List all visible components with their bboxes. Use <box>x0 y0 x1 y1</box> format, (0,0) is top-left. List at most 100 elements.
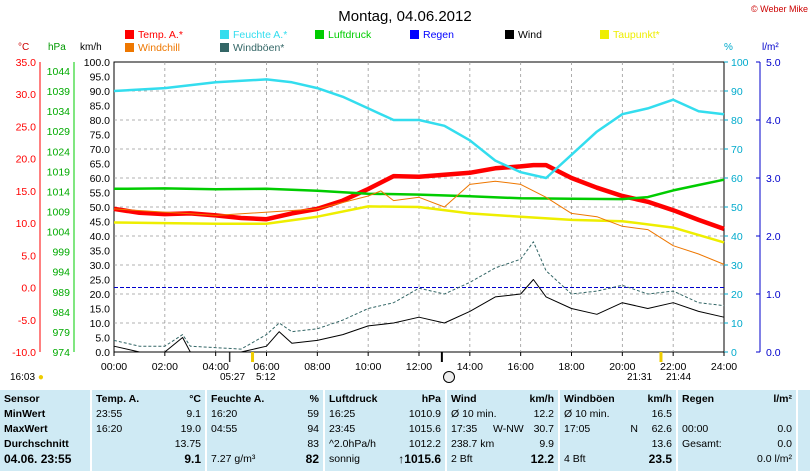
time-tick-label: 18:00 <box>558 361 584 373</box>
hum-min-time: 16:20 <box>211 408 238 420</box>
press-header: Luftdruck <box>329 393 378 405</box>
legend-swatch <box>600 30 609 39</box>
temp-min-time: 23:55 <box>96 408 123 420</box>
temp-tick-label: -5.0 <box>18 315 36 327</box>
press-max-value: 1015.6 <box>408 423 441 435</box>
wind-tick-label: 5.0 <box>95 333 110 345</box>
press-avg-value: 1012.2 <box>408 438 441 450</box>
rain-tick-label: 3.0 <box>766 173 781 185</box>
wind-tick-label: 45.0 <box>90 217 111 229</box>
pressure-tick-label: 1034 <box>47 106 71 118</box>
wind-tick-label: 15.0 <box>90 304 111 316</box>
rain-total-label: Gesamt: <box>682 438 722 450</box>
copyright: © Weber Mike <box>751 4 808 14</box>
stats-pressure-column: Luftdruck hPa 16:25 1010.9 23:45 1015.6 ^2.… <box>323 390 445 471</box>
humidity-tick-label: 20 <box>731 289 743 301</box>
gust-max-time: 17:05 <box>564 423 591 435</box>
rain-axis-unit: l/m² <box>762 42 779 53</box>
pressure-axis-unit: hPa <box>48 42 66 53</box>
sun-left-time: 16:03 ● <box>10 372 44 383</box>
hum-avg-value: 83 <box>307 438 319 450</box>
humidity-tick-label: 80 <box>731 115 743 127</box>
time-tick-label: 04:00 <box>203 361 229 373</box>
rain-last-time: 00:00 <box>682 423 709 435</box>
rain-header: Regen <box>682 393 715 405</box>
rain-tick-label: 2.0 <box>766 231 781 243</box>
humidity-tick-label: 50 <box>731 202 743 214</box>
wind-tick-label: 80.0 <box>90 115 111 127</box>
pressure-tick-label: 994 <box>52 267 70 279</box>
wind-tick-label: 0.0 <box>95 347 110 359</box>
humidity-axis-unit: % <box>724 42 733 53</box>
wind-beaufort: 2 Bft <box>451 453 473 465</box>
time-tick-label: 12:00 <box>406 361 432 373</box>
moon-phase-icon <box>443 371 455 383</box>
press-forecast: sonnig <box>329 453 360 465</box>
press-min-time: 16:25 <box>329 408 356 420</box>
wind-tick-label: 40.0 <box>90 231 111 243</box>
pressure-tick-label: 1039 <box>47 86 71 98</box>
legend-label: Temp. A.* <box>138 29 183 41</box>
rain-current-value: 0.0 l/m² <box>756 453 792 465</box>
series-line <box>113 78 725 180</box>
gust-max-direction: N <box>630 423 638 435</box>
pressure-tick-label: 999 <box>52 247 70 259</box>
legend-label: Wind <box>518 29 542 41</box>
temp-current-value: 9.1 <box>184 452 201 466</box>
wind-tick-label: 100.0 <box>84 57 110 69</box>
stats-table: Sensor MinWert MaxWert Durchschnitt 04.0… <box>0 390 810 471</box>
gust-avg-value: 13.6 <box>651 438 672 450</box>
temp-tick-label: 35.0 <box>16 57 37 69</box>
press-max-time: 23:45 <box>329 423 356 435</box>
press-min-value: 1010.9 <box>408 408 441 420</box>
temp-tick-label: 10.0 <box>16 218 37 230</box>
hum-current-value: 82 <box>305 452 319 466</box>
time-tick-label: 08:00 <box>304 361 330 373</box>
wind-tick-label: 20.0 <box>90 289 111 301</box>
rain-tick-label: 0.0 <box>766 347 781 359</box>
wind-avg10-value: 12.2 <box>533 408 554 420</box>
pressure-tick-label: 1004 <box>47 227 71 239</box>
wind-tick-label: 85.0 <box>90 101 111 113</box>
hum-abs-humidity: 7.27 g/m³ <box>211 453 256 465</box>
temp-tick-label: 25.0 <box>16 121 37 133</box>
sunset-end-time: 21:44 <box>666 372 692 383</box>
legend-label: Windchill <box>138 42 180 54</box>
wind-tick-label: 55.0 <box>90 188 111 200</box>
temp-unit: °C <box>189 393 201 405</box>
stats-wind-column: Wind km/h Ø 10 min. 12.2 17:35 W-NW 30.7 238… <box>445 390 558 471</box>
press-current-value: ↑1015.6 <box>398 452 441 466</box>
hum-max-time: 04:55 <box>211 423 238 435</box>
label-max: MaxWert <box>4 423 48 435</box>
wind-tick-label: 10.0 <box>90 318 111 330</box>
series-line <box>113 279 725 353</box>
pressure-tick-label: 1024 <box>47 146 71 158</box>
time-tick-label: 22:00 <box>660 361 686 373</box>
rain-tick-label: 1.0 <box>766 289 781 301</box>
legend-swatch <box>125 43 134 52</box>
gust-unit: km/h <box>647 393 672 405</box>
stats-humidity-column: Feuchte A.% 16:20 59 04:55 94 83 7.27 g/m³… <box>205 390 323 471</box>
pressure-tick-label: 1009 <box>47 207 71 219</box>
humidity-tick-label: 40 <box>731 231 743 243</box>
press-trend: ^2.0hPa/h <box>329 438 376 450</box>
humidity-tick-label: 10 <box>731 318 743 330</box>
wind-tick-label: 75.0 <box>90 130 111 142</box>
wind-max-time: 17:35 <box>451 423 478 435</box>
hum-unit: % <box>309 393 319 405</box>
rain-tick-label: 4.0 <box>766 115 781 127</box>
gust-header: Windböen <box>564 393 615 405</box>
stats-extra-column <box>796 390 810 471</box>
temp-tick-label: 20.0 <box>16 154 37 166</box>
pressure-tick-label: 1014 <box>47 186 71 198</box>
wind-max-value: 30.7 <box>533 423 554 435</box>
legend-label: Windböen* <box>233 42 284 54</box>
legend: Temp. A.* Feuchte A.* Luftdruck Regen Wind Ta… <box>125 29 660 54</box>
wind-header: Wind <box>451 393 477 405</box>
wind-tick-label: 35.0 <box>90 246 111 258</box>
humidity-tick-label: 90 <box>731 86 743 98</box>
temp-min-value: 9.1 <box>186 408 201 420</box>
temp-max-time: 16:20 <box>96 423 123 435</box>
label-sensor: Sensor <box>4 393 40 405</box>
wind-unit: km/h <box>529 393 554 405</box>
